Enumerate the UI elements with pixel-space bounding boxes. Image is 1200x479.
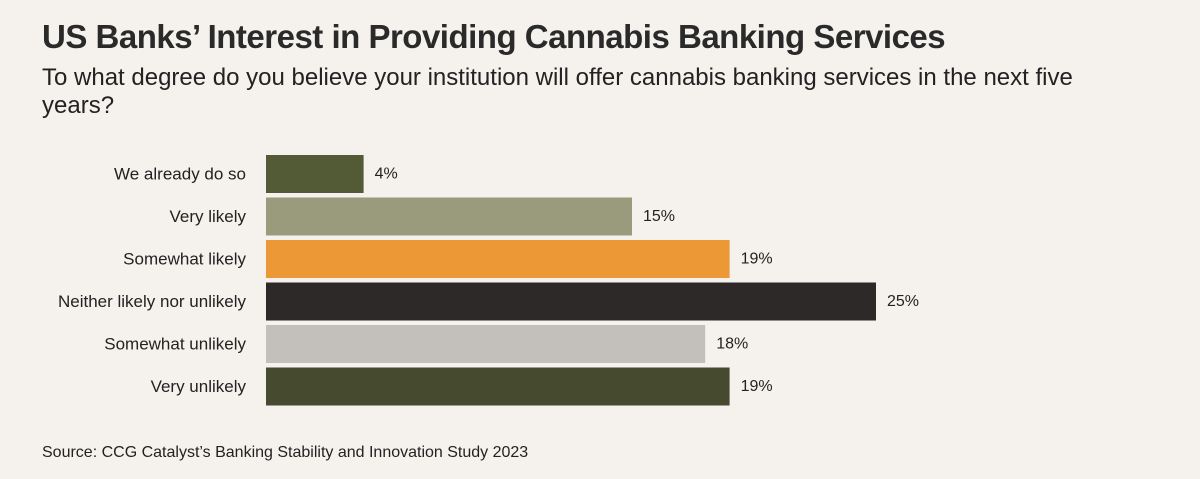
bar: [266, 240, 730, 278]
bar: [266, 325, 706, 363]
chart-subtitle: To what degree do you believe your insti…: [42, 64, 1073, 119]
bar: [266, 197, 632, 236]
category-label: Very unlikely: [151, 377, 247, 396]
value-label: 18%: [716, 336, 748, 353]
bar: [266, 367, 730, 406]
chart-title: US Banks’ Interest in Providing Cannabis…: [42, 18, 946, 55]
category-label: Somewhat likely: [123, 250, 246, 269]
value-label: 25%: [887, 293, 919, 310]
category-label: Very likely: [169, 207, 246, 226]
category-label: Somewhat unlikely: [104, 335, 246, 354]
value-label: 4%: [375, 166, 398, 183]
category-label: We already do so: [114, 165, 246, 184]
value-label: 19%: [741, 378, 773, 395]
category-label: Neither likely nor unlikely: [58, 292, 247, 311]
value-label: 15%: [643, 208, 675, 225]
bar: [266, 282, 876, 321]
source-note: Source: CCG Catalyst’s Banking Stability…: [42, 444, 529, 461]
value-label: 19%: [741, 251, 773, 268]
bar: [266, 155, 364, 193]
bar-chart: We already do so 4% Very likely 15% Somewhat…: [58, 155, 919, 406]
